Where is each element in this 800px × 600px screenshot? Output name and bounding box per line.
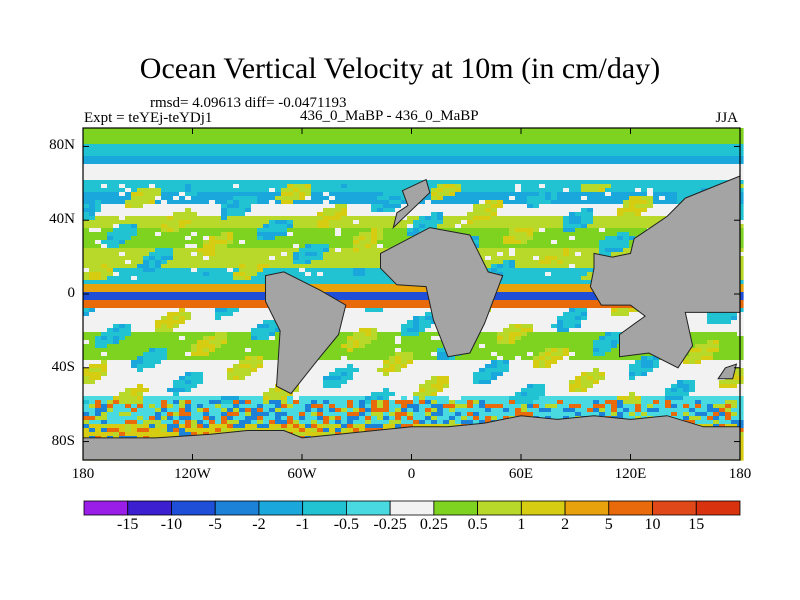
season-label: JJA: [715, 110, 738, 126]
chart-title: Ocean Vertical Velocity at 10m (in cm/da…: [139, 52, 661, 85]
y-tick-label: 80N: [49, 137, 75, 154]
x-tick-label: 0: [407, 466, 416, 482]
x-tick-label: 120W: [174, 466, 211, 482]
colorbar-level-label: 15: [688, 516, 705, 533]
land-mass-1: [265, 271, 347, 395]
colorbar-swatch: [345, 500, 391, 516]
x-tick-label: 180: [71, 466, 95, 482]
x-tick-label: 60E: [508, 466, 534, 482]
colorbar-swatch: [695, 500, 741, 516]
colorbar-level-label: -10: [160, 516, 183, 533]
colorbar-level-label: -0.5: [333, 516, 360, 533]
rmsd-diff-stats: rmsd= 4.09613 diff= -0.0471193: [150, 95, 347, 111]
y-tick-label: 40N: [49, 211, 75, 228]
x-tick-label: 180: [728, 466, 752, 482]
colorbar-level-label: 0.25: [419, 516, 448, 533]
colorbar-swatch: [258, 500, 304, 516]
colorbar-swatch: [83, 500, 129, 516]
x-tick-label: 60W: [287, 466, 317, 482]
x-tick-label: 120E: [614, 466, 647, 482]
colorbar-level-label: 2: [561, 516, 570, 533]
colorbar: [83, 500, 741, 516]
case-label: 436_0_MaBP - 436_0_MaBP: [300, 108, 479, 124]
land-mass-2: [380, 227, 504, 358]
colorbar-level-label: 1: [517, 516, 526, 533]
colorbar-swatch: [608, 500, 653, 516]
colorbar-swatch: [652, 500, 697, 516]
colorbar-level-label: -0.25: [373, 516, 407, 533]
land-mass-0: [82, 415, 741, 461]
colorbar-swatch: [214, 500, 260, 516]
colorbar-level-label: -2: [252, 516, 266, 533]
axis-ticks: [82, 128, 741, 460]
colorbar-swatch: [477, 500, 522, 516]
colorbar-swatch: [389, 500, 435, 516]
land-mass-4: [589, 175, 741, 369]
colorbar-level-label: -5: [208, 516, 222, 533]
colorbar-level-label: 10: [644, 516, 661, 533]
experiment-label: Expt = teYEj-teYDj1: [84, 110, 213, 126]
colorbar-swatch: [302, 500, 347, 516]
colorbar-level-label: 5: [604, 516, 613, 533]
colorbar-swatch: [520, 500, 566, 516]
y-tick-label: 0: [67, 285, 76, 301]
colorbar-level-label: -15: [117, 516, 139, 533]
colorbar-level-label: 0.5: [467, 516, 488, 533]
land-mask: [82, 175, 741, 461]
colorbar-swatch: [433, 500, 479, 516]
colorbar-level-label: -1: [295, 516, 310, 533]
y-tick-label: 80S: [51, 432, 75, 449]
colorbar-swatch: [564, 500, 610, 516]
y-tick-label: 40S: [51, 358, 75, 375]
colorbar-swatch: [171, 500, 216, 516]
land-mass-3: [392, 178, 431, 230]
land-mass-5: [717, 363, 738, 380]
colorbar-swatch: [127, 500, 172, 516]
